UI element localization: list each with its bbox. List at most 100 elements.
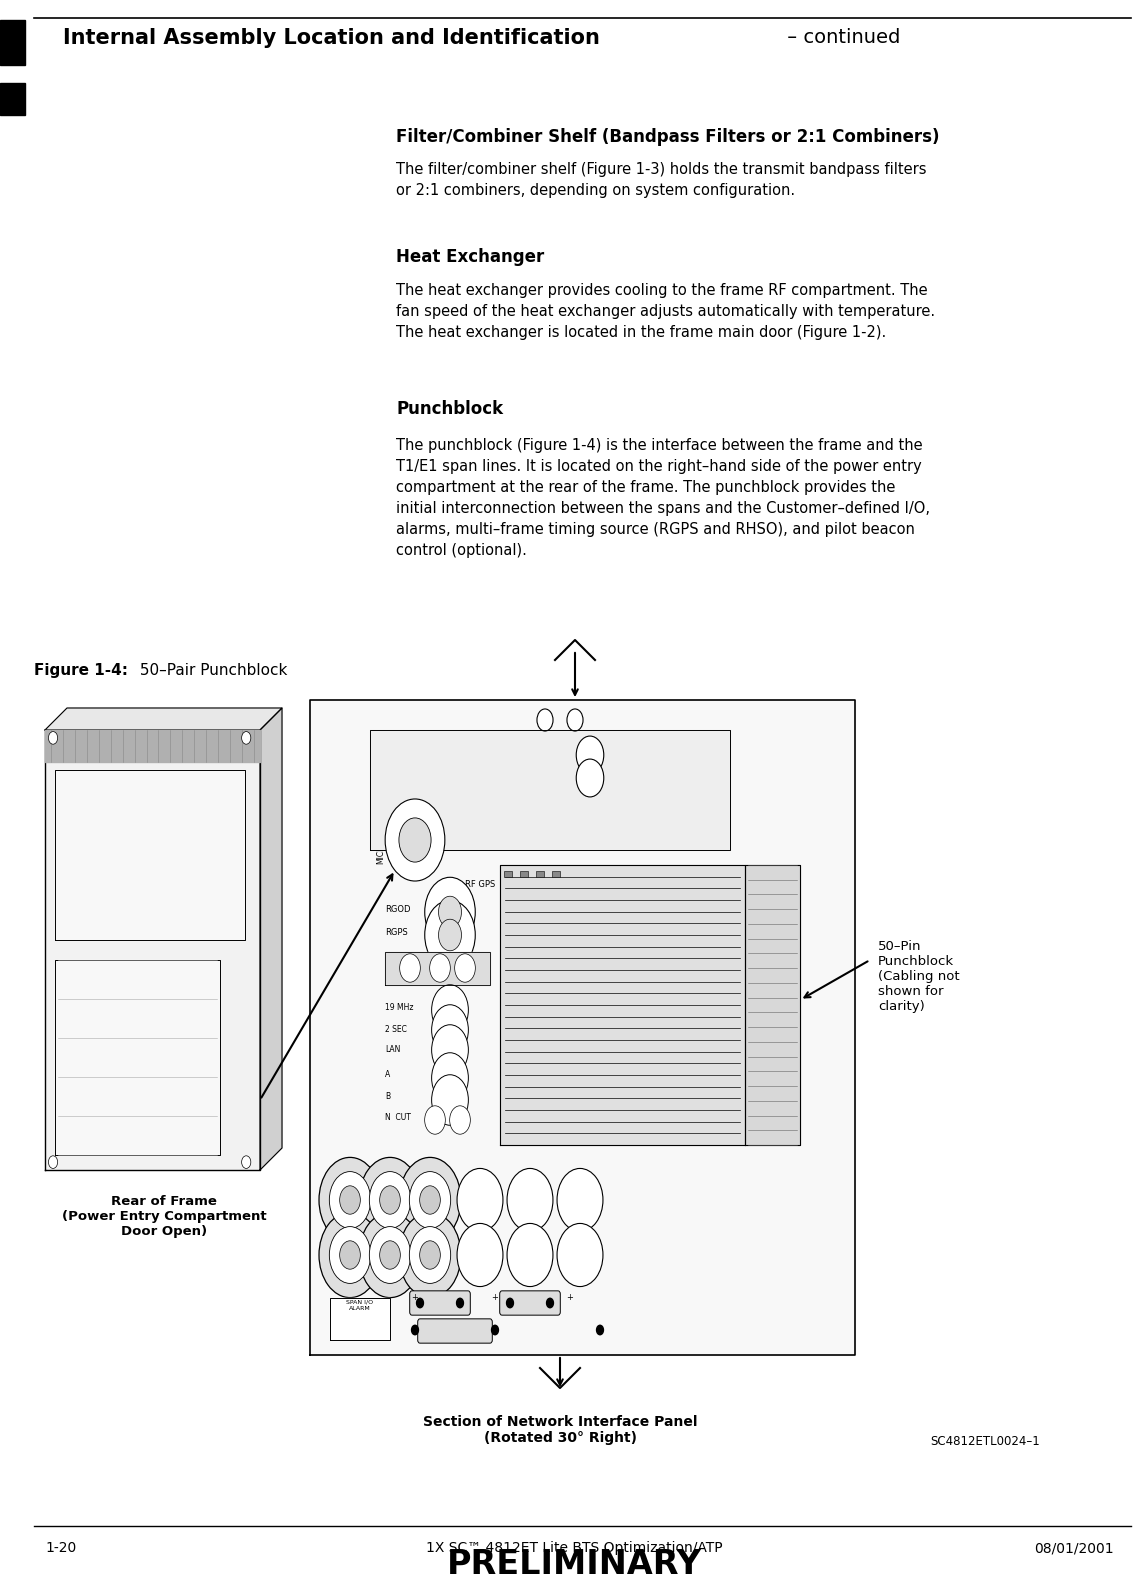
Circle shape <box>370 1226 411 1283</box>
Text: PRELIMINARY: PRELIMINARY <box>447 1548 701 1578</box>
Text: 50–Pair Punchblock: 50–Pair Punchblock <box>135 663 288 679</box>
Text: 1-20: 1-20 <box>46 1542 77 1554</box>
Circle shape <box>425 877 475 947</box>
Bar <box>520 871 528 877</box>
Circle shape <box>420 1240 441 1269</box>
Circle shape <box>417 1299 424 1308</box>
Circle shape <box>457 1168 503 1231</box>
Text: – continued: – continued <box>781 28 900 47</box>
Text: +: + <box>412 1294 418 1302</box>
Text: +: + <box>567 1294 574 1302</box>
Bar <box>552 871 560 877</box>
Circle shape <box>576 735 604 773</box>
Circle shape <box>457 1299 464 1308</box>
Text: DC: DC <box>505 791 518 798</box>
Text: LAN: LAN <box>385 1045 401 1054</box>
Circle shape <box>425 1106 445 1135</box>
Circle shape <box>432 985 468 1035</box>
Polygon shape <box>501 865 745 1146</box>
Text: PILOT: PILOT <box>505 750 528 759</box>
Polygon shape <box>45 709 282 731</box>
Text: Figure 1-4:: Figure 1-4: <box>34 663 129 679</box>
Circle shape <box>546 1299 553 1308</box>
Bar <box>504 871 512 877</box>
Circle shape <box>241 732 250 745</box>
Text: 1X SC™ 4812ET Lite BTS Optimization/ATP: 1X SC™ 4812ET Lite BTS Optimization/ATP <box>426 1542 722 1554</box>
Circle shape <box>439 920 461 952</box>
Text: The filter/combiner shelf (Figure 1-3) holds the transmit bandpass filters
or 2:: The filter/combiner shelf (Figure 1-3) h… <box>396 163 926 197</box>
Polygon shape <box>45 731 259 1169</box>
Circle shape <box>557 1168 603 1231</box>
Text: Internal Assembly Location and Identification: Internal Assembly Location and Identific… <box>63 28 600 47</box>
Circle shape <box>48 1155 57 1168</box>
Text: RGOD: RGOD <box>385 906 411 914</box>
Circle shape <box>319 1212 381 1297</box>
Circle shape <box>385 798 444 881</box>
Circle shape <box>432 1024 468 1075</box>
Circle shape <box>420 1185 441 1213</box>
Circle shape <box>557 1223 603 1286</box>
Polygon shape <box>745 865 800 1146</box>
Bar <box>0 21 25 65</box>
Circle shape <box>370 1171 411 1228</box>
Circle shape <box>507 1168 553 1231</box>
Circle shape <box>340 1240 360 1269</box>
Circle shape <box>457 1223 503 1286</box>
Circle shape <box>241 1155 250 1168</box>
Circle shape <box>400 953 420 982</box>
Text: MICROWAVE: MICROWAVE <box>377 816 386 863</box>
Text: RGPS: RGPS <box>385 928 408 937</box>
Text: 08/01/2001: 08/01/2001 <box>1034 1542 1114 1554</box>
Circle shape <box>411 1326 418 1335</box>
Circle shape <box>439 896 461 928</box>
Polygon shape <box>310 701 855 1356</box>
Text: Punchblock: Punchblock <box>396 399 503 418</box>
Polygon shape <box>370 731 730 851</box>
Circle shape <box>380 1240 401 1269</box>
Text: 1: 1 <box>10 25 22 44</box>
Text: The punchblock (Figure 1-4) is the interface between the frame and the
T1/E1 spa: The punchblock (Figure 1-4) is the inter… <box>396 439 930 559</box>
Circle shape <box>359 1157 421 1242</box>
Text: A: A <box>385 1070 390 1079</box>
Text: Section of Network Interface Panel
(Rotated 30° Right): Section of Network Interface Panel (Rota… <box>422 1415 697 1445</box>
Circle shape <box>359 1212 421 1297</box>
FancyBboxPatch shape <box>410 1291 471 1314</box>
Circle shape <box>537 709 553 731</box>
FancyBboxPatch shape <box>499 1291 560 1314</box>
Circle shape <box>432 1005 468 1056</box>
Text: Filter/Combiner Shelf (Bandpass Filters or 2:1 Combiners): Filter/Combiner Shelf (Bandpass Filters … <box>396 128 939 147</box>
Circle shape <box>432 1075 468 1125</box>
Text: 50–Pin
Punchblock
(Cabling not
shown for
clarity): 50–Pin Punchblock (Cabling not shown for… <box>878 940 960 1013</box>
Circle shape <box>400 1212 461 1297</box>
Text: Heat Exchanger: Heat Exchanger <box>396 248 544 267</box>
Text: Rear of Frame
(Power Entry Compartment
Door Open): Rear of Frame (Power Entry Compartment D… <box>62 1195 266 1239</box>
Text: +: + <box>491 1294 498 1302</box>
Circle shape <box>491 1326 498 1335</box>
FancyBboxPatch shape <box>418 1319 492 1343</box>
Text: 19 MHz: 19 MHz <box>385 1004 413 1011</box>
Circle shape <box>410 1226 451 1283</box>
Circle shape <box>429 953 450 982</box>
Text: RF GPS: RF GPS <box>465 881 495 888</box>
Circle shape <box>455 953 475 982</box>
Polygon shape <box>385 952 490 985</box>
Circle shape <box>319 1157 381 1242</box>
Circle shape <box>410 1171 451 1228</box>
Text: BEACON: BEACON <box>505 770 541 780</box>
Circle shape <box>398 817 430 862</box>
Text: B: B <box>385 1092 390 1101</box>
Polygon shape <box>45 731 259 762</box>
Text: –: – <box>558 772 563 781</box>
Circle shape <box>425 901 475 970</box>
Circle shape <box>507 1223 553 1286</box>
Circle shape <box>340 1185 360 1213</box>
Circle shape <box>567 709 583 731</box>
Circle shape <box>400 1157 461 1242</box>
Bar <box>0 84 25 115</box>
Circle shape <box>450 1106 471 1135</box>
Circle shape <box>506 1299 513 1308</box>
Text: +: + <box>558 753 565 761</box>
Bar <box>536 871 544 877</box>
Text: SPAN I/O
ALARM: SPAN I/O ALARM <box>347 1300 373 1311</box>
Text: N  CUT: N CUT <box>385 1112 411 1122</box>
